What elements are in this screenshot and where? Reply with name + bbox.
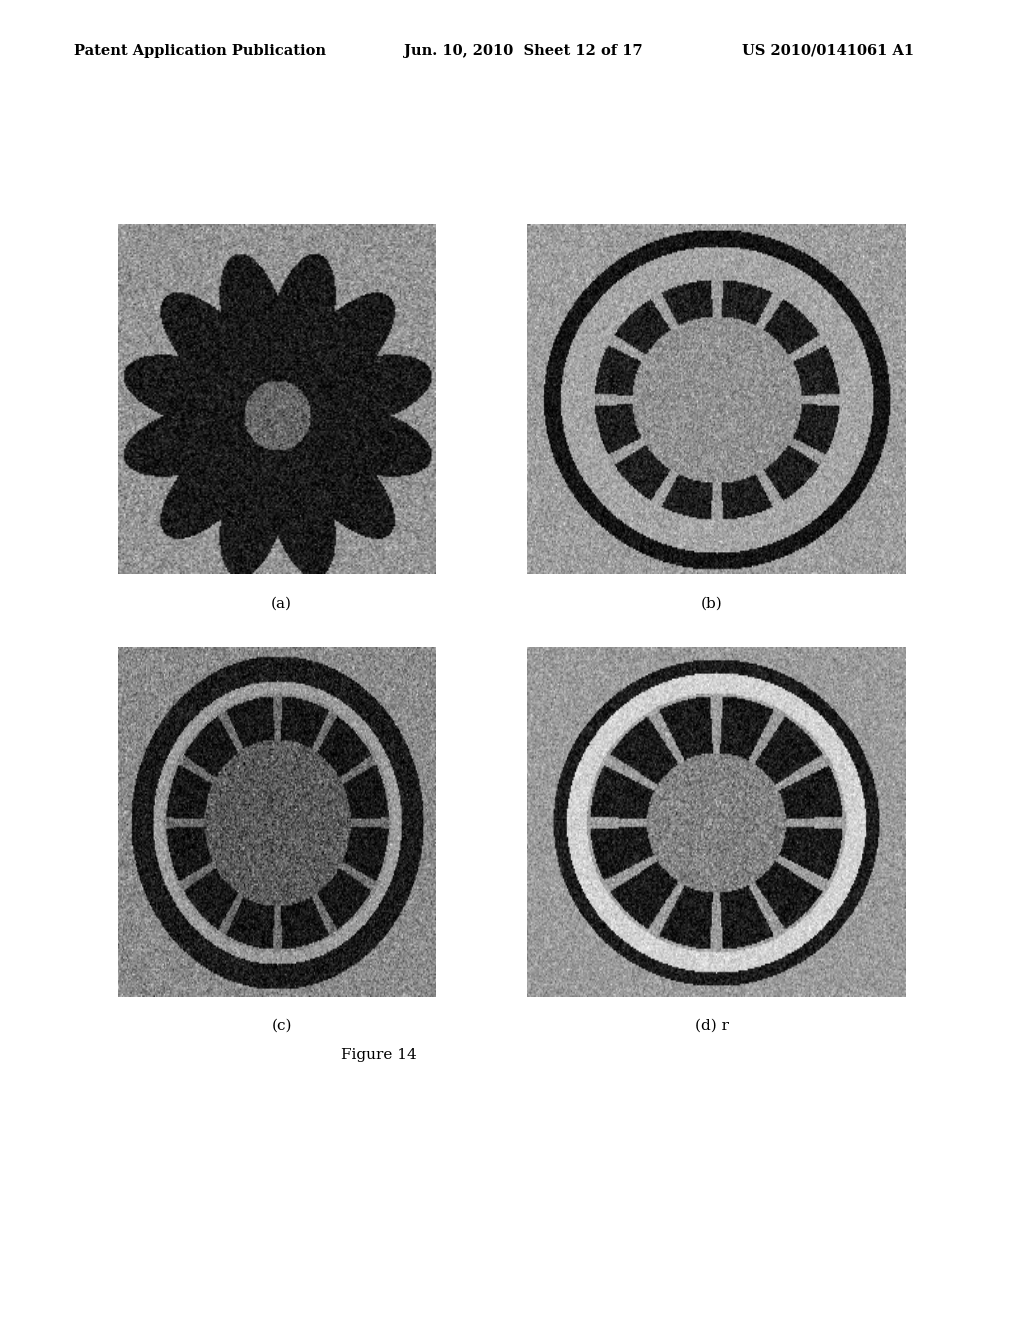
Text: Patent Application Publication: Patent Application Publication: [74, 44, 326, 58]
Text: Figure 14: Figure 14: [341, 1048, 417, 1063]
Text: (d) r: (d) r: [694, 1019, 729, 1034]
Text: (c): (c): [271, 1019, 292, 1034]
Text: (b): (b): [700, 597, 723, 611]
Text: US 2010/0141061 A1: US 2010/0141061 A1: [742, 44, 914, 58]
Text: Jun. 10, 2010  Sheet 12 of 17: Jun. 10, 2010 Sheet 12 of 17: [404, 44, 643, 58]
Text: (a): (a): [271, 597, 292, 611]
